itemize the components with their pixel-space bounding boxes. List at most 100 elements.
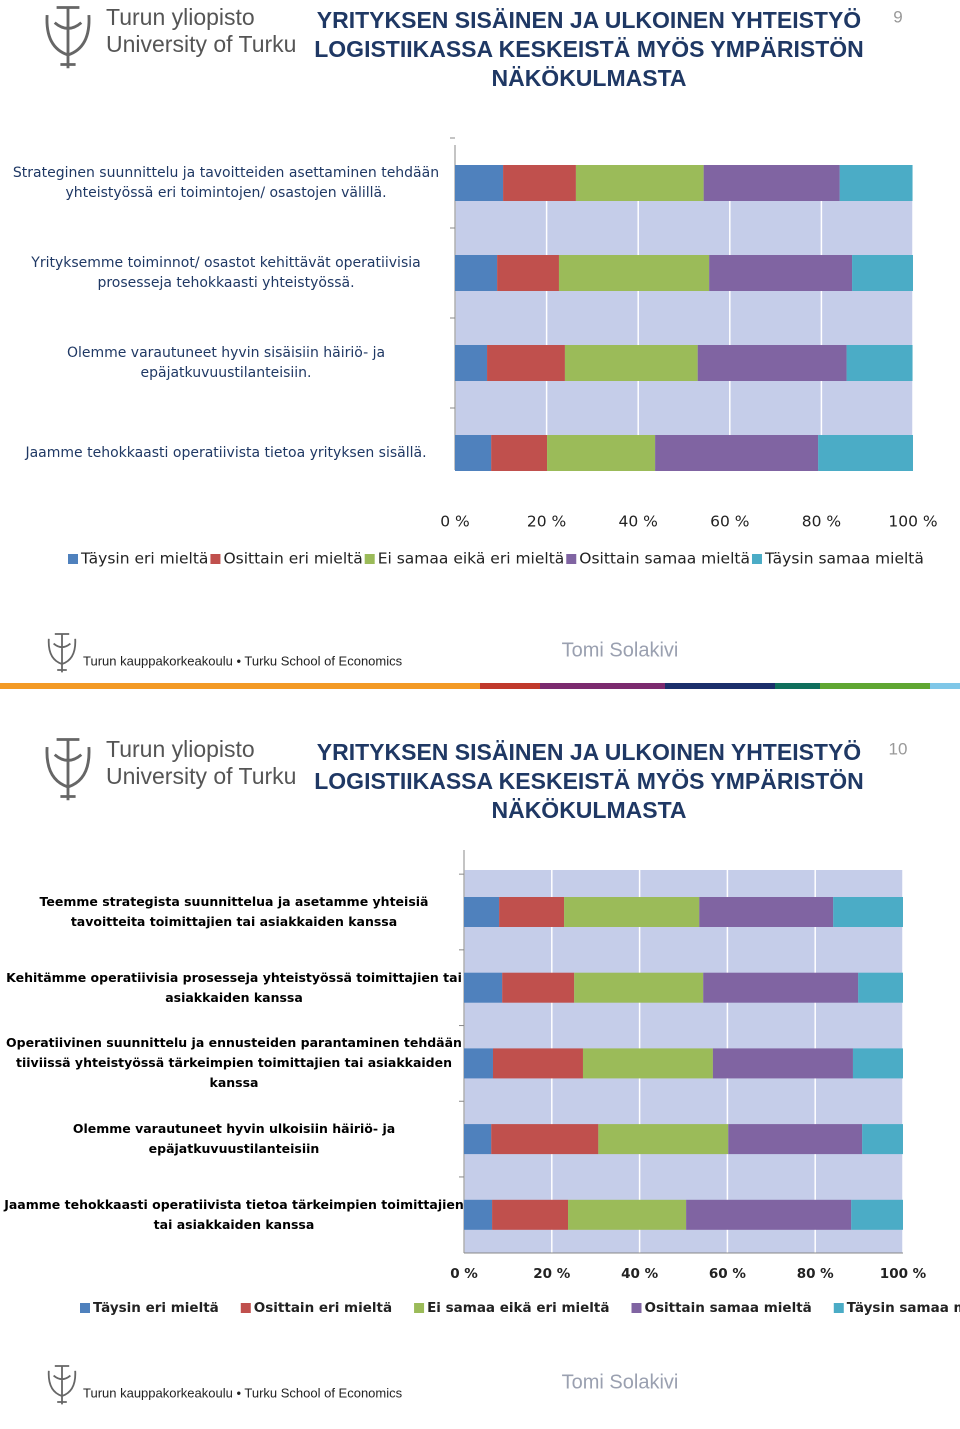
legend-label: Osittain eri mieltä xyxy=(223,550,362,568)
bar-segment xyxy=(455,165,504,201)
legend-label: Täysin samaa mieltä xyxy=(847,1300,960,1316)
footer-text: Turun kauppakorkeakoulu • Turku School o… xyxy=(83,653,403,668)
bar-segment xyxy=(582,1048,713,1079)
slide-title: YRITYKSEN SISÄINEN JA ULKOINEN YHTEISTYÖ xyxy=(317,739,861,765)
bar-segment xyxy=(699,897,834,927)
slide-title: NÄKÖKULMASTA xyxy=(491,65,686,91)
slide-title: LOGISTIIKASSA KESKEISTÄ MYÖS YMPÄRISTÖN xyxy=(314,768,864,794)
bar-segment xyxy=(487,345,565,381)
x-tick-label: 40 % xyxy=(621,1266,658,1282)
page-number: 10 xyxy=(889,739,908,758)
category-label: Olemme varautuneet hyvin sisäisiin häiri… xyxy=(66,345,386,381)
bar-segment xyxy=(852,255,913,291)
bar-segment xyxy=(697,345,847,381)
bar-segment xyxy=(852,1048,903,1079)
bar-segment xyxy=(502,972,575,1003)
legend-swatch xyxy=(566,554,577,564)
bar-segment xyxy=(455,255,498,291)
logo-text: University of Turku xyxy=(106,763,296,789)
legend-swatch xyxy=(751,554,762,564)
bar-segment xyxy=(497,255,559,291)
logo-emblem xyxy=(45,6,91,69)
legend-swatch xyxy=(68,554,78,564)
category-label: Operatiivinen suunnittelu ja ennusteiden… xyxy=(6,1035,462,1091)
legend-label: Täysin samaa mieltä xyxy=(764,550,924,568)
bar-segment xyxy=(491,1124,599,1155)
category-label: Kehitämme operatiivisia prosesseja yhtei… xyxy=(6,969,462,1005)
logo-emblem xyxy=(47,1365,77,1405)
bar-segment xyxy=(568,1199,687,1230)
emblem-part xyxy=(45,738,91,801)
bar-segment xyxy=(547,435,656,471)
logo-text: Turun yliopisto xyxy=(106,736,255,762)
logo-emblem xyxy=(47,633,77,673)
bar-segment xyxy=(464,1124,492,1155)
bar-segment xyxy=(703,972,859,1003)
legend-label: Täysin eri mieltä xyxy=(93,1300,219,1316)
bar-segment xyxy=(492,1048,583,1079)
bar-segment xyxy=(499,897,565,927)
slide-title: YRITYKSEN SISÄINEN JA ULKOINEN YHTEISTYÖ xyxy=(317,7,861,33)
bar-segment xyxy=(464,1048,493,1079)
bar-segment xyxy=(851,1199,903,1230)
legend-swatch xyxy=(364,554,375,564)
bar-segment xyxy=(833,897,903,927)
emblem-part xyxy=(45,6,91,69)
bar-segment xyxy=(564,345,698,381)
bar-segment xyxy=(703,165,840,201)
stripe xyxy=(480,683,540,689)
slide-title: LOGISTIIKASSA KESKEISTÄ MYÖS YMPÄRISTÖN xyxy=(314,36,864,62)
category-label: Jaamme tehokkaasti operatiivista tietoa … xyxy=(25,445,427,461)
bar-segment xyxy=(686,1199,852,1230)
legend-label: Osittain eri mieltä xyxy=(254,1300,392,1316)
stripe xyxy=(665,683,775,689)
x-tick-label: 60 % xyxy=(709,1266,746,1282)
logo-text: Turun yliopisto xyxy=(106,4,255,30)
stripe xyxy=(775,683,820,689)
stripe xyxy=(820,683,930,689)
category-label: Olemme varautuneet hyvin ulkoisiin häiri… xyxy=(72,1121,396,1157)
bar-segment xyxy=(464,897,500,927)
legend-label: Osittain samaa mieltä xyxy=(579,550,750,568)
emblem-part xyxy=(47,1365,77,1405)
bar-segment xyxy=(491,435,548,471)
stripe xyxy=(540,683,665,689)
bar-segment xyxy=(728,1124,863,1155)
plot-area xyxy=(455,165,913,470)
x-tick-label: 100 % xyxy=(888,513,937,531)
legend-swatch xyxy=(240,1303,251,1313)
category-label: Strateginen suunnittelu ja tavoitteiden … xyxy=(12,165,440,201)
bar-segment xyxy=(598,1124,729,1155)
legend-label: Ei samaa eikä eri mieltä xyxy=(427,1300,609,1316)
logo-text: University of Turku xyxy=(106,31,296,57)
x-tick-label: 40 % xyxy=(619,513,658,531)
x-tick-label: 20 % xyxy=(533,1266,570,1282)
legend-swatch xyxy=(833,1303,844,1313)
x-tick-label: 80 % xyxy=(797,1266,834,1282)
bar-segment xyxy=(492,1199,569,1230)
bar-segment xyxy=(574,972,704,1003)
page-number: 9 xyxy=(893,7,902,26)
bar-segment xyxy=(862,1124,903,1155)
x-tick-label: 20 % xyxy=(527,513,566,531)
bar-segment xyxy=(464,1199,493,1230)
legend-swatch xyxy=(210,554,221,564)
footer-text: Turun kauppakorkeakoulu • Turku School o… xyxy=(83,1385,403,1400)
legend-label: Täysin eri mieltä xyxy=(80,550,208,568)
bar-segment xyxy=(464,972,503,1003)
bar-segment xyxy=(503,165,576,201)
bar-segment xyxy=(655,435,819,471)
author: Tomi Solakivi xyxy=(562,639,679,661)
bar-segment xyxy=(558,255,710,291)
category-label: Teemme strategista suunnittelua ja aseta… xyxy=(39,894,429,929)
bar-segment xyxy=(818,435,913,471)
category-label: Yrityksemme toiminnot/ osastot kehittävä… xyxy=(31,255,421,291)
logo-emblem xyxy=(45,738,91,801)
x-tick-label: 0 % xyxy=(440,513,470,531)
stripe xyxy=(0,683,480,689)
category-label: Jaamme tehokkaasti operatiivista tietoa … xyxy=(4,1196,464,1232)
x-tick-label: 100 % xyxy=(880,1266,927,1282)
bar-segment xyxy=(709,255,853,291)
